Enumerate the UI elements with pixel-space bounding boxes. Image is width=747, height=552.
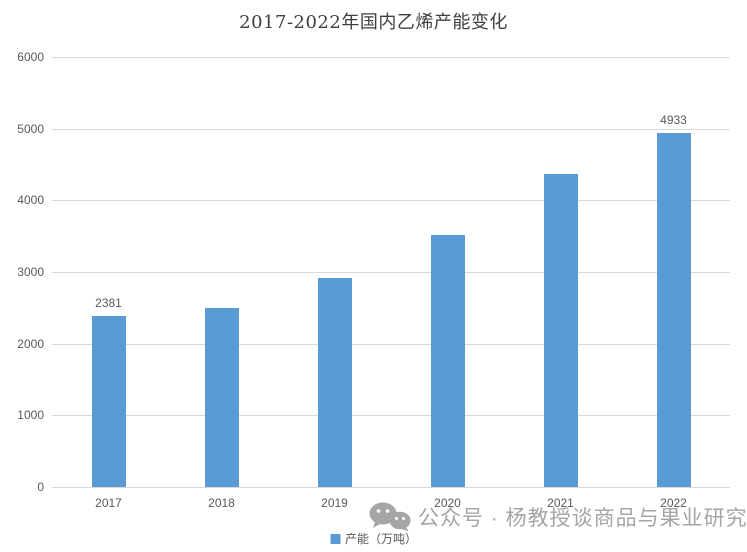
bar-2020 bbox=[430, 234, 465, 487]
gridline bbox=[52, 487, 730, 488]
bar-2017 bbox=[91, 316, 126, 487]
x-axis-tick-label: 2018 bbox=[208, 496, 235, 510]
y-axis-tick-label: 3000 bbox=[17, 265, 44, 279]
gridline bbox=[52, 57, 730, 58]
bar-2022 bbox=[656, 133, 691, 487]
bar-2018 bbox=[204, 307, 239, 487]
bar-data-label: 4933 bbox=[660, 113, 687, 128]
y-axis-tick-label: 4000 bbox=[17, 193, 44, 208]
gridline bbox=[52, 200, 730, 202]
x-axis-tick-label: 2021 bbox=[547, 496, 574, 510]
y-axis-tick-label: 0 bbox=[37, 480, 44, 494]
plot-area: 2381 4933 bbox=[52, 57, 730, 488]
bar-2019 bbox=[317, 278, 352, 487]
gridline bbox=[52, 415, 730, 417]
legend: 产能（万吨） bbox=[329, 530, 418, 547]
legend-swatch-icon bbox=[329, 533, 340, 544]
y-axis-tick-label: 1000 bbox=[17, 408, 44, 423]
x-axis-tick-label: 2017 bbox=[95, 496, 122, 510]
bar-2021 bbox=[543, 173, 578, 487]
y-axis-tick-label: 2000 bbox=[17, 336, 44, 351]
x-axis-tick-label: 2022 bbox=[660, 496, 687, 510]
gridline bbox=[52, 272, 730, 273]
bar-data-label: 2381 bbox=[95, 296, 122, 311]
gridline bbox=[52, 343, 730, 345]
legend-label: 产能（万吨） bbox=[344, 532, 418, 546]
y-axis-tick-label: 5000 bbox=[17, 121, 44, 136]
x-axis-tick-label: 2019 bbox=[321, 496, 348, 510]
gridline bbox=[52, 128, 730, 130]
x-axis-tick-label: 2020 bbox=[434, 496, 461, 510]
y-axis-tick-label: 6000 bbox=[17, 50, 44, 64]
chart-title: 2017-2022年国内乙烯产能变化 bbox=[239, 12, 508, 33]
